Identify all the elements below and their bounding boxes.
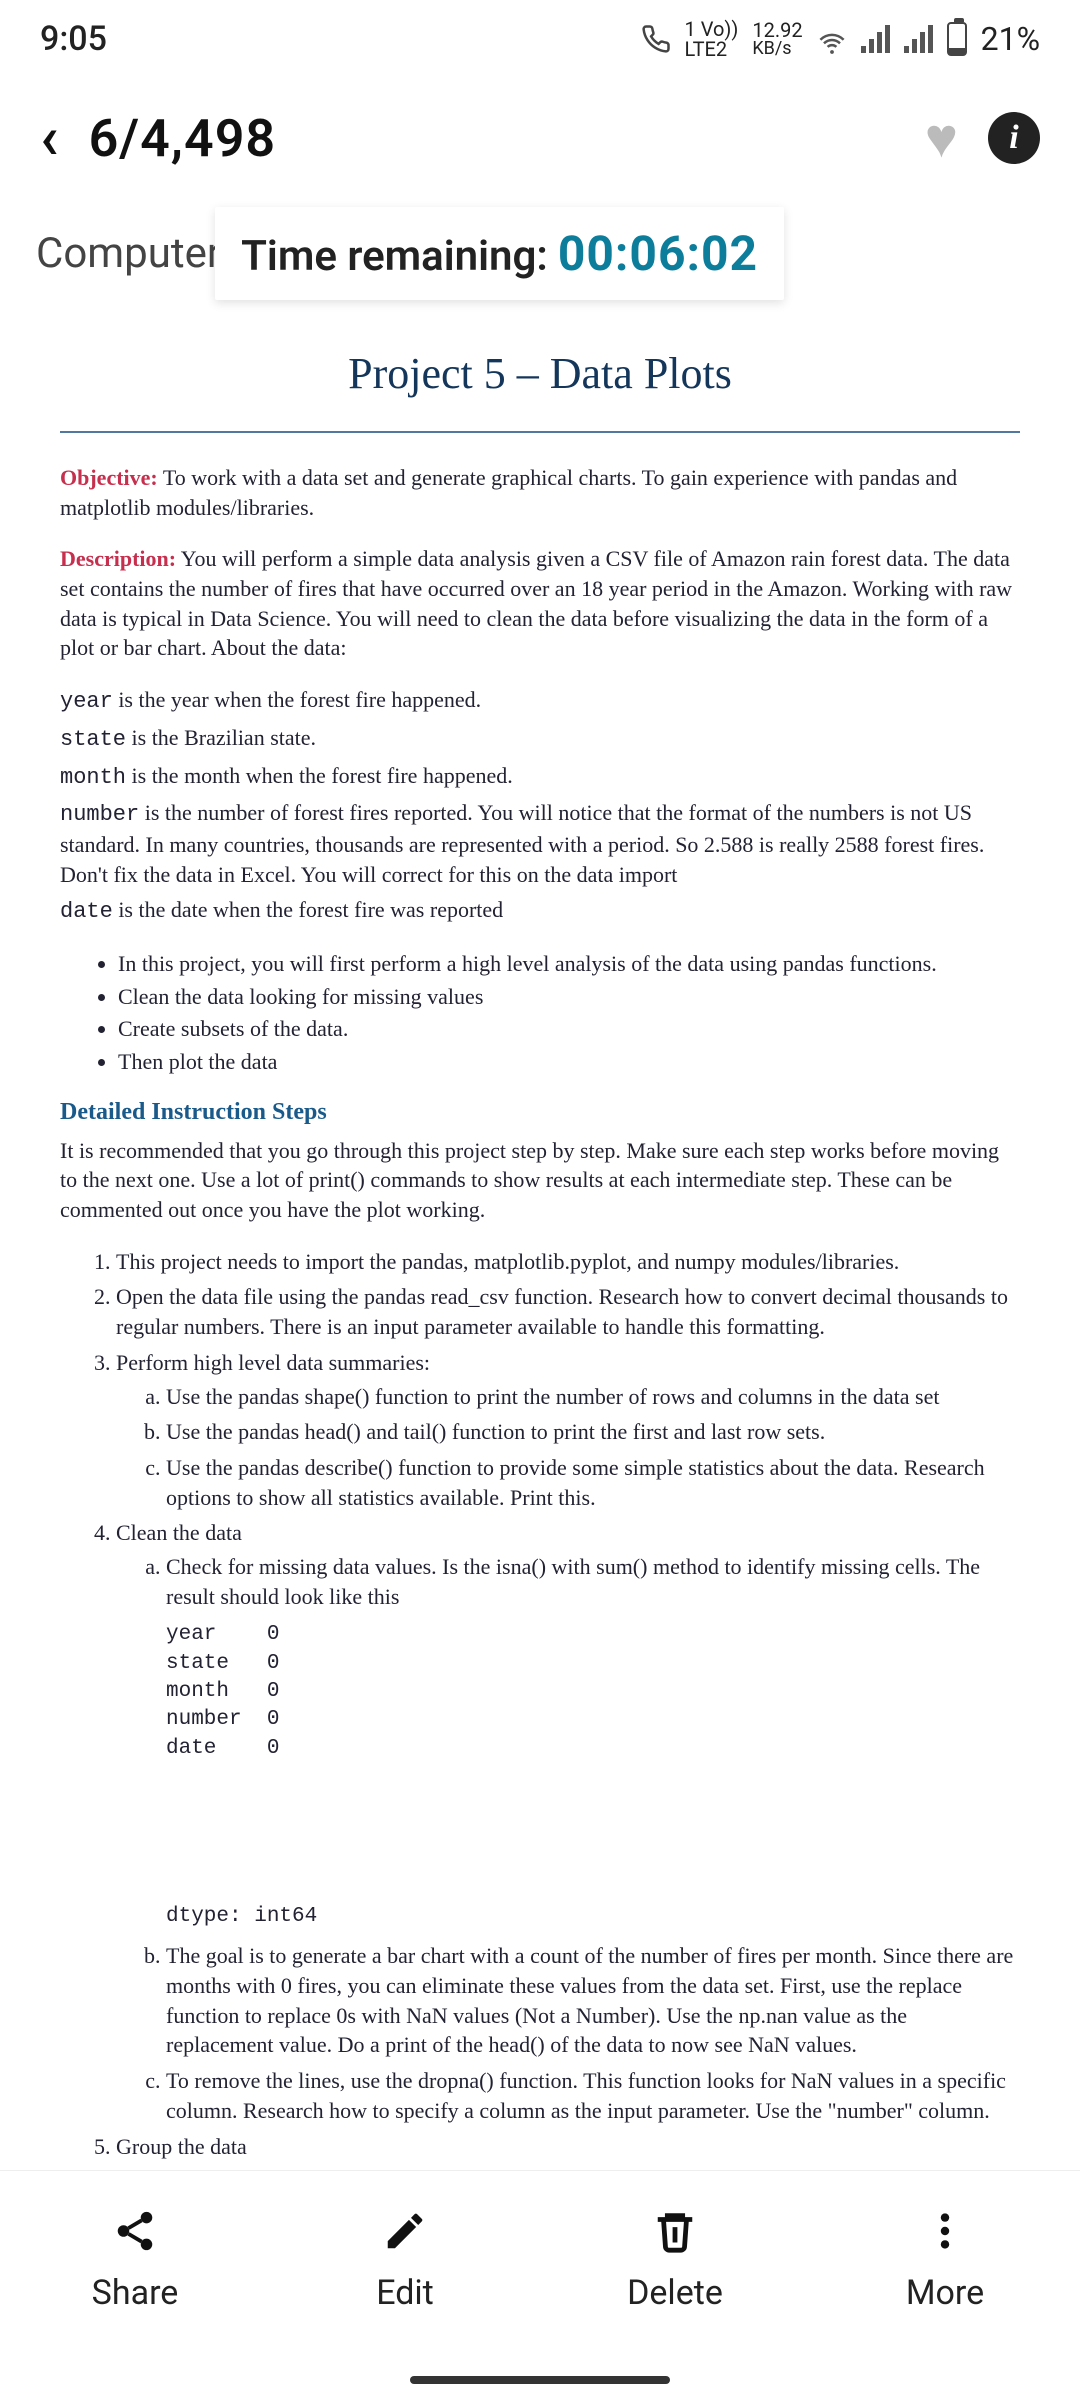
code-output: year 0 state 0 month 0 number 0 date 0 (166, 1621, 1020, 1763)
share-label: Share (92, 2273, 179, 2313)
clock: 9:05 (40, 19, 107, 59)
back-button[interactable]: ‹ (40, 108, 59, 168)
info-button[interactable]: i (988, 112, 1040, 164)
step-3b: Use the pandas head() and tail() functio… (166, 1417, 1020, 1447)
document-view[interactable]: Project 5 – Data Plots Objective: To wor… (0, 308, 1080, 2400)
description-para: Description: You will perform a simple d… (60, 544, 1020, 663)
timer-row: Computer Time remaining: 00:06:02 (0, 198, 1080, 308)
objective-label: Objective: (60, 465, 158, 490)
overview-bullets: In this project, you will first perform … (60, 949, 1020, 1077)
step-4c: To remove the lines, use the dropna() fu… (166, 2066, 1020, 2125)
delete-label: Delete (627, 2273, 723, 2313)
wifi-icon (817, 27, 847, 51)
step-4b: The goal is to generate a bar chart with… (166, 1941, 1020, 2060)
field-month: month is the month when the forest fire … (60, 761, 1020, 793)
speed-label: 12.92 KB/s (752, 20, 802, 58)
status-bar: 9:05 1 Vo)) LTE2 12.92 KB/s 21% (0, 0, 1080, 78)
share-icon (112, 2205, 158, 2257)
delete-icon (652, 2205, 698, 2257)
bullet-item: Create subsets of the data. (118, 1014, 1020, 1044)
detail-intro: It is recommended that you go through th… (60, 1136, 1020, 1225)
more-icon (922, 2205, 968, 2257)
battery-pct: 21% (981, 20, 1040, 58)
timer-card: Time remaining: 00:06:02 (215, 207, 784, 300)
bottom-toolbar: Share Edit Delete More (0, 2170, 1080, 2400)
status-icons: 1 Vo)) LTE2 12.92 KB/s 21% (641, 19, 1040, 59)
description-label: Description: (60, 546, 176, 571)
timer-label: Time remaining: (241, 232, 548, 281)
battery-icon (947, 22, 967, 56)
field-number: number is the number of forest fires rep… (60, 798, 1020, 889)
signal-icon-2 (904, 25, 933, 53)
dtype-line: dtype: int64 (166, 1903, 1020, 1931)
timer-prefix: Computer (36, 229, 221, 278)
favorite-button[interactable]: ♥ (925, 105, 958, 171)
step-3-sub: Use the pandas shape() function to print… (116, 1382, 1020, 1513)
more-button[interactable]: More (810, 2205, 1080, 2313)
field-date: date is the date when the forest fire wa… (60, 895, 1020, 927)
network-label: 1 Vo)) LTE2 (685, 19, 739, 59)
top-nav: ‹ 6/4,498 ♥ i (0, 78, 1080, 198)
home-indicator[interactable] (410, 2376, 670, 2384)
phone-icon (641, 24, 671, 54)
bullet-item: Then plot the data (118, 1047, 1020, 1077)
bullet-item: In this project, you will first perform … (118, 949, 1020, 979)
share-button[interactable]: Share (0, 2205, 270, 2313)
step-1: This project needs to import the pandas,… (116, 1247, 1020, 1277)
edit-button[interactable]: Edit (270, 2205, 540, 2313)
field-year: year is the year when the forest fire ha… (60, 685, 1020, 717)
step-3a: Use the pandas shape() function to print… (166, 1382, 1020, 1412)
detail-heading: Detailed Instruction Steps (60, 1099, 1020, 1126)
step-4-sub: Check for missing data values. Is the is… (116, 1552, 1020, 2126)
title-rule (60, 431, 1020, 433)
more-label: More (906, 2273, 984, 2313)
bullet-item: Clean the data looking for missing value… (118, 982, 1020, 1012)
doc-title: Project 5 – Data Plots (60, 348, 1020, 407)
signal-icon-1 (861, 25, 890, 53)
page-counter: 6/4,498 (89, 108, 895, 169)
step-3: Perform high level data summaries: Use t… (116, 1348, 1020, 1512)
step-4: Clean the data Check for missing data va… (116, 1518, 1020, 2125)
edit-icon (382, 2205, 428, 2257)
field-state: state is the Brazilian state. (60, 723, 1020, 755)
timer-value: 00:06:02 (558, 225, 758, 282)
edit-label: Edit (376, 2273, 434, 2313)
step-4a: Check for missing data values. Is the is… (166, 1552, 1020, 1931)
objective-para: Objective: To work with a data set and g… (60, 463, 1020, 522)
delete-button[interactable]: Delete (540, 2205, 810, 2313)
step-3c: Use the pandas describe() function to pr… (166, 1453, 1020, 1512)
step-2: Open the data file using the pandas read… (116, 1282, 1020, 1341)
